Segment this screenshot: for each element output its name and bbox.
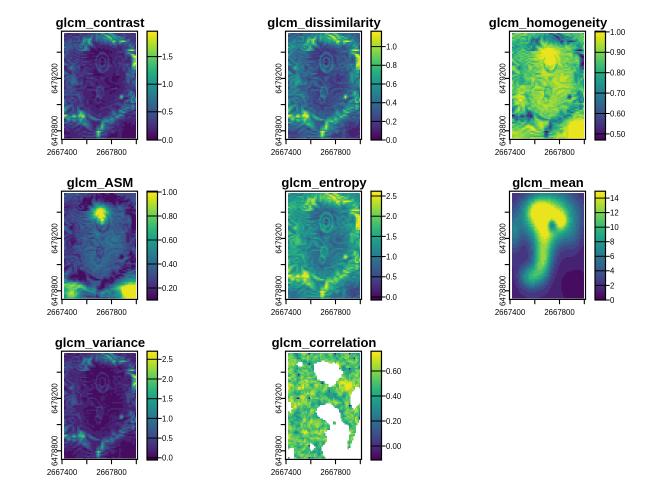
svg-text:0.40: 0.40 <box>162 260 178 269</box>
svg-text:0.50: 0.50 <box>610 130 626 139</box>
svg-text:6479200: 6479200 <box>275 383 284 414</box>
svg-text:2.0: 2.0 <box>162 375 174 384</box>
svg-text:2667400: 2667400 <box>47 308 78 317</box>
svg-text:6479200: 6479200 <box>51 383 60 414</box>
svg-text:6479200: 6479200 <box>51 223 60 254</box>
svg-text:2667400: 2667400 <box>47 468 78 477</box>
svg-text:6478800: 6478800 <box>51 435 60 466</box>
svg-text:2667800: 2667800 <box>96 308 127 317</box>
svg-text:2667800: 2667800 <box>96 468 127 477</box>
svg-text:0.0: 0.0 <box>386 136 398 145</box>
svg-text:0.5: 0.5 <box>162 434 174 443</box>
svg-text:6: 6 <box>610 252 614 261</box>
svg-text:12: 12 <box>610 209 619 218</box>
svg-text:1.0: 1.0 <box>162 414 174 423</box>
svg-text:2667800: 2667800 <box>320 308 351 317</box>
svg-text:6478800: 6478800 <box>51 275 60 306</box>
svg-text:6478800: 6478800 <box>275 435 284 466</box>
svg-text:2667400: 2667400 <box>495 308 526 317</box>
svg-text:2667800: 2667800 <box>320 468 351 477</box>
svg-text:2667400: 2667400 <box>271 468 302 477</box>
svg-text:6479200: 6479200 <box>499 63 508 94</box>
svg-text:0.20: 0.20 <box>162 284 178 293</box>
svg-text:1.0: 1.0 <box>386 43 398 52</box>
svg-text:0.0: 0.0 <box>386 293 398 302</box>
svg-text:0.20: 0.20 <box>386 417 402 426</box>
svg-text:2667800: 2667800 <box>320 148 351 157</box>
svg-text:0.8: 0.8 <box>386 61 397 70</box>
svg-text:1.00: 1.00 <box>162 188 178 197</box>
svg-text:0.60: 0.60 <box>162 236 178 245</box>
svg-text:0.0: 0.0 <box>162 454 174 463</box>
svg-text:1.0: 1.0 <box>162 80 174 89</box>
svg-text:1.00: 1.00 <box>610 28 626 37</box>
svg-text:4: 4 <box>610 267 615 276</box>
svg-text:6479200: 6479200 <box>499 223 508 254</box>
svg-text:0.80: 0.80 <box>162 212 178 221</box>
svg-text:2667400: 2667400 <box>47 148 78 157</box>
svg-text:2667800: 2667800 <box>96 148 127 157</box>
svg-text:0.4: 0.4 <box>386 99 398 108</box>
svg-text:0: 0 <box>610 296 615 305</box>
svg-text:1.5: 1.5 <box>386 232 398 241</box>
svg-text:1.0: 1.0 <box>386 253 398 262</box>
svg-text:2.5: 2.5 <box>162 355 174 364</box>
svg-text:0.0: 0.0 <box>162 136 174 145</box>
svg-text:0.6: 0.6 <box>386 80 397 89</box>
svg-text:2667400: 2667400 <box>271 148 302 157</box>
svg-text:0.80: 0.80 <box>610 69 626 78</box>
svg-text:6478800: 6478800 <box>499 275 508 306</box>
svg-text:0.70: 0.70 <box>610 89 626 98</box>
svg-text:1.5: 1.5 <box>162 53 174 62</box>
svg-text:2.0: 2.0 <box>386 212 398 221</box>
svg-text:6478800: 6478800 <box>275 115 284 146</box>
svg-text:0.90: 0.90 <box>610 48 626 57</box>
svg-text:1.5: 1.5 <box>162 395 174 404</box>
svg-text:6478800: 6478800 <box>275 275 284 306</box>
svg-text:14: 14 <box>610 194 619 203</box>
svg-text:2: 2 <box>610 281 614 290</box>
svg-text:0.60: 0.60 <box>610 109 626 118</box>
svg-text:2667400: 2667400 <box>495 148 526 157</box>
svg-text:6479200: 6479200 <box>275 223 284 254</box>
svg-text:0.00: 0.00 <box>386 442 402 451</box>
svg-text:2667400: 2667400 <box>271 308 302 317</box>
svg-text:6479200: 6479200 <box>275 63 284 94</box>
svg-text:10: 10 <box>610 223 619 232</box>
svg-text:6478800: 6478800 <box>499 115 508 146</box>
svg-text:0.5: 0.5 <box>162 108 174 117</box>
svg-text:0.2: 0.2 <box>386 117 397 126</box>
svg-text:6478800: 6478800 <box>51 115 60 146</box>
svg-text:0.5: 0.5 <box>386 273 398 282</box>
svg-text:2667800: 2667800 <box>544 308 575 317</box>
svg-text:6479200: 6479200 <box>51 63 60 94</box>
svg-text:2667800: 2667800 <box>544 148 575 157</box>
svg-text:8: 8 <box>610 238 614 247</box>
svg-text:2.5: 2.5 <box>386 192 398 201</box>
svg-text:0.40: 0.40 <box>386 392 402 401</box>
svg-text:0.60: 0.60 <box>386 367 402 376</box>
